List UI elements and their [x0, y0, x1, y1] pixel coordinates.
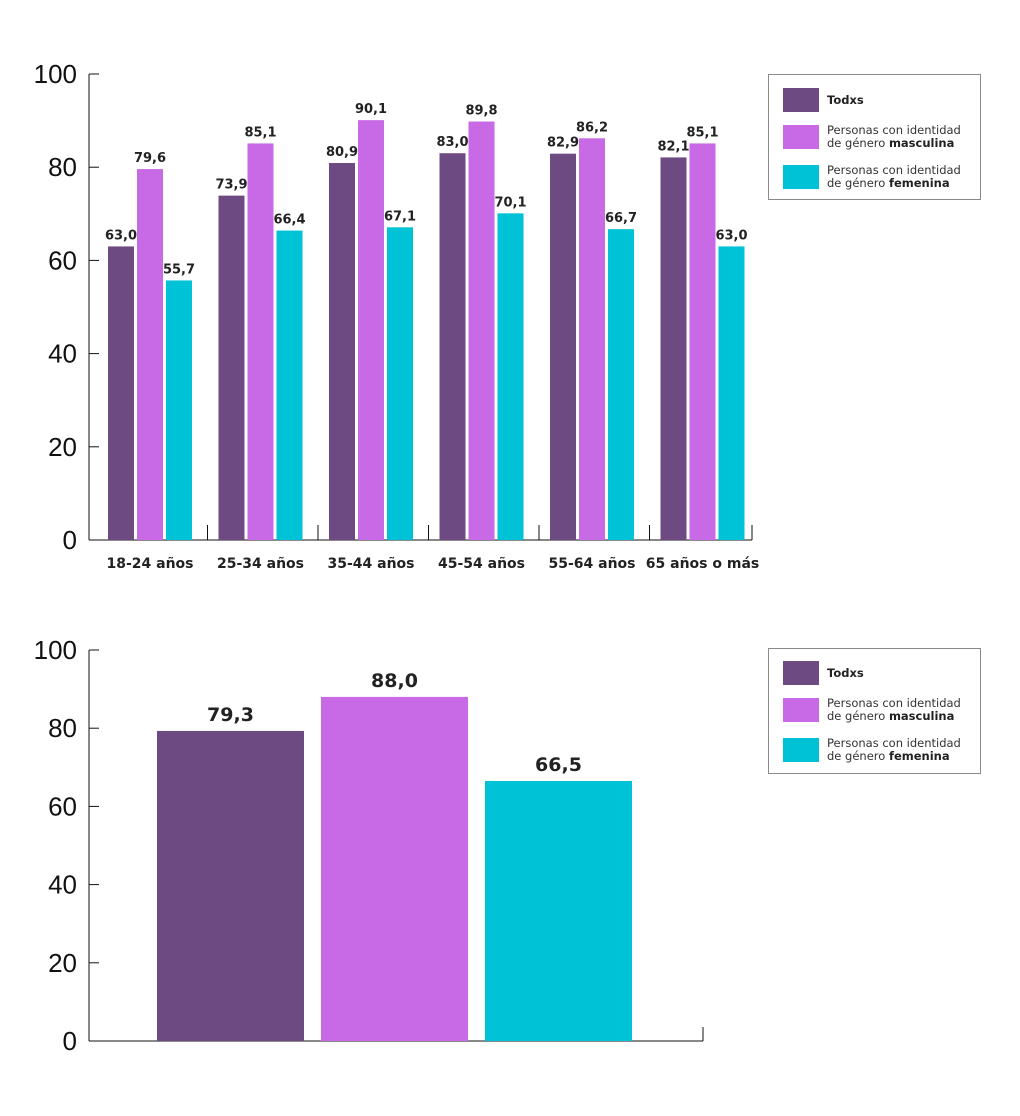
- bar-todxs: [660, 157, 687, 540]
- data-label-masculina: 88,0: [371, 670, 418, 692]
- x-category-label: 35-44 años: [327, 556, 414, 572]
- bar-femenina: [387, 227, 413, 540]
- x-category-label: 55-64 años: [548, 556, 635, 572]
- data-label-todxs: 79,3: [207, 704, 254, 726]
- bar-masculina: [689, 143, 716, 540]
- data-label-femenina: 66,7: [605, 211, 637, 226]
- legend-label-femenina-line2: de género: [827, 176, 889, 190]
- y-tick-label: 20: [48, 948, 77, 978]
- legend-label-femenina-line2: de género: [827, 749, 889, 763]
- data-label-masculina: 89,8: [465, 104, 497, 119]
- bar-masculina: [358, 120, 384, 540]
- age-group-bar-chart: 0 20 40 60 80 100 63,0 79,6 55,7 18-24 años 73,9 85…: [34, 59, 760, 572]
- y-tick-label: 80: [48, 713, 77, 743]
- y-tick-label: 0: [63, 1026, 77, 1056]
- legend-item-femenina: Personas con identidad de género femenin…: [783, 164, 961, 190]
- legend-label-femenina-line1: Personas con identidad: [827, 736, 961, 750]
- bar-masculina: [579, 138, 605, 541]
- legend-swatch-femenina: [783, 165, 819, 189]
- y-tick-label: 80: [48, 152, 77, 182]
- bar-femenina: [497, 213, 524, 541]
- legend-swatch-masculina: [783, 125, 819, 149]
- legend-label-femenina-line1: Personas con identidad: [827, 163, 961, 177]
- data-label-femenina: 66,5: [535, 754, 582, 776]
- bar-todxs: [550, 153, 576, 540]
- data-label-femenina: 55,7: [163, 262, 195, 277]
- y-tick-label: 100: [34, 635, 77, 665]
- legend-item-masculina: Personas con identidad de género masculi…: [783, 697, 961, 723]
- legend-swatch-todxs: [783, 661, 819, 685]
- legend-label-todxs: Todxs: [827, 92, 864, 107]
- bar-femenina: [166, 280, 192, 540]
- legend-swatch-masculina: [783, 698, 819, 722]
- legend-swatch-todxs: [783, 88, 819, 112]
- data-label-femenina: 67,1: [384, 209, 416, 224]
- legend-item-todxs: Todxs: [783, 88, 864, 112]
- bar-todxs: [157, 730, 304, 1041]
- bar-todxs: [439, 153, 466, 540]
- bar-masculina: [321, 696, 468, 1041]
- data-label-masculina: 85,1: [244, 125, 276, 140]
- x-category-label: 25-34 años: [217, 556, 304, 572]
- bar-masculina: [247, 143, 274, 540]
- legend-label-masculina-line2: de género: [827, 709, 889, 723]
- legend-chart-1: Todxs Personas con identidad de género m…: [768, 74, 981, 200]
- y-tick-label: 100: [34, 59, 77, 89]
- data-label-femenina: 70,1: [494, 195, 526, 210]
- data-label-todxs: 83,0: [436, 135, 468, 150]
- legend-label-masculina-bold: masculina: [888, 709, 955, 723]
- data-label-todxs: 73,9: [215, 178, 247, 193]
- bar-femenina: [718, 246, 745, 541]
- data-label-todxs: 80,9: [326, 145, 358, 160]
- legend-label-femenina-bold: femenina: [888, 176, 950, 190]
- y-tick-label: 40: [48, 339, 77, 369]
- y-tick-label: 40: [48, 870, 77, 900]
- bar-femenina: [608, 229, 634, 541]
- y-tick-label: 20: [48, 432, 77, 462]
- legend-label-todxs: Todxs: [827, 665, 864, 680]
- data-label-masculina: 79,6: [134, 151, 166, 166]
- data-label-todxs: 63,0: [105, 228, 137, 243]
- legend-label-masculina-line1: Personas con identidad: [827, 123, 961, 137]
- x-category-label: 65 años o más: [646, 556, 759, 572]
- legend-label-masculina-bold: masculina: [888, 136, 955, 150]
- data-label-todxs: 82,9: [547, 136, 579, 151]
- legend-chart-2: Todxs Personas con identidad de género m…: [768, 648, 981, 774]
- bar-todxs: [218, 195, 245, 540]
- data-label-femenina: 66,4: [273, 213, 305, 228]
- data-label-femenina: 63,0: [715, 228, 747, 243]
- data-label-todxs: 82,1: [657, 139, 689, 154]
- bar-masculina: [468, 121, 495, 541]
- y-tick-label: 60: [48, 791, 77, 821]
- y-tick-label: 0: [63, 525, 77, 555]
- bar-femenina: [485, 780, 632, 1041]
- data-label-masculina: 85,1: [686, 125, 718, 140]
- x-category-label: 18-24 años: [106, 556, 193, 572]
- bar-todxs: [329, 163, 355, 541]
- legend-label-masculina-line1: Personas con identidad: [827, 696, 961, 710]
- legend-swatch-femenina: [783, 738, 819, 762]
- bar-todxs: [108, 246, 134, 541]
- legend-item-todxs: Todxs: [783, 661, 864, 685]
- data-label-masculina: 90,1: [355, 102, 387, 117]
- bar-femenina: [276, 230, 303, 541]
- bar-masculina: [137, 169, 163, 540]
- legend-item-masculina: Personas con identidad de género masculi…: [783, 124, 961, 150]
- legend-item-femenina: Personas con identidad de género femenin…: [783, 737, 961, 763]
- legend-label-femenina-bold: femenina: [888, 749, 950, 763]
- legend-label-masculina-line2: de género: [827, 136, 889, 150]
- x-category-label: 45-54 años: [438, 556, 525, 572]
- y-tick-label: 60: [48, 245, 77, 275]
- data-label-masculina: 86,2: [576, 120, 608, 135]
